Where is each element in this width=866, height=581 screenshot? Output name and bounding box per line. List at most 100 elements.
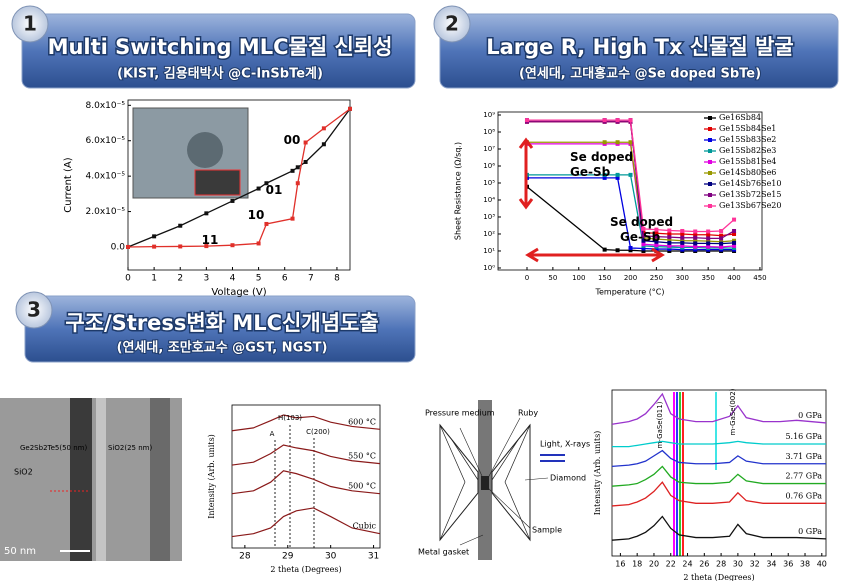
trace-label: 550 °C: [348, 452, 376, 461]
arrow: [518, 137, 534, 210]
x-tick-label: 100: [572, 274, 585, 282]
plot-frame: [231, 404, 381, 549]
point: [178, 223, 183, 228]
y-tick-label: 10³: [483, 213, 495, 221]
point: [693, 241, 698, 246]
inset-detail: [194, 169, 241, 196]
point: [719, 245, 724, 250]
trace-label: 3.71 GPa: [785, 452, 822, 461]
series-line: [526, 119, 735, 233]
series-line: [526, 186, 735, 252]
sample: [481, 476, 489, 490]
y-axis-label: Sheet Resistance (Ω/sq.): [454, 142, 463, 240]
trace-label: 0.76 GPa: [785, 491, 822, 500]
point: [667, 235, 672, 240]
annotation: m-GaSe(002): [729, 388, 737, 435]
point: [321, 142, 326, 147]
x-tick-label: 4: [230, 274, 236, 284]
legend-marker: [708, 160, 712, 164]
y-axis-label: Current (A): [63, 157, 74, 212]
x-tick-label: 28: [239, 552, 251, 562]
legend-marker: [708, 138, 712, 142]
y-tick-label: 6.0x10⁻⁵: [86, 136, 126, 146]
x-tick-label: 7: [308, 274, 314, 284]
x-tick-label: 450: [753, 274, 766, 282]
point: [654, 243, 659, 248]
tem-label: SiO2: [14, 468, 33, 477]
point: [719, 236, 724, 241]
annotation: A: [270, 430, 275, 438]
x-axis-label: 2 theta (Degrees): [683, 573, 754, 581]
point: [641, 242, 646, 247]
point: [706, 241, 711, 246]
point: [295, 165, 300, 170]
legend-label: Ge15Sb81Se4: [719, 157, 776, 166]
section-title: Large R, High Tx 신물질 발굴: [486, 35, 794, 59]
y-tick-label: 4.0x10⁻⁵: [86, 172, 126, 182]
legend-marker: [708, 171, 712, 175]
legend-label: Ge15Sb83Se2: [719, 135, 776, 144]
x-tick-label: 38: [800, 560, 810, 569]
edge-layer: [150, 398, 170, 561]
point: [667, 237, 672, 242]
y-tick-label: 10¹: [483, 247, 495, 255]
diamond-anvil: [491, 423, 531, 542]
annotation: 00: [284, 133, 301, 147]
point: [348, 106, 352, 111]
y-tick-label: 0.0: [111, 242, 126, 252]
scale-label: 50 nm: [4, 546, 36, 557]
y-tick-label: 2.0x10⁻⁵: [86, 207, 126, 217]
x-tick-label: 30: [733, 560, 743, 569]
point: [693, 235, 698, 240]
point: [654, 247, 659, 252]
x-tick-label: 8: [334, 274, 340, 284]
diagram-label: Light, X-rays: [540, 440, 590, 449]
point: [732, 243, 737, 248]
series-line: [526, 143, 735, 248]
trace-label: 500 °C: [348, 482, 376, 491]
annotation: C(200): [306, 428, 330, 436]
point: [230, 243, 235, 248]
series-line: [231, 507, 381, 538]
section-3: 3 구조/Stress변화 MLC신개념도출 (연세대, 조만호교수 @GST,…: [15, 291, 416, 363]
badge-number: 3: [27, 298, 41, 322]
inset-image: [132, 107, 249, 199]
badge: [433, 5, 471, 43]
plot-frame: [127, 99, 351, 271]
annotation: 11: [202, 233, 219, 247]
series-line: [526, 174, 735, 249]
trace-label: 600 °C: [348, 417, 376, 426]
y-tick-label: 10⁴: [483, 196, 495, 204]
point: [732, 245, 737, 250]
x-tick-label: 6: [282, 274, 288, 284]
section-2: 2 Large R, High Tx 신물질 발굴 (연세대, 고대홍교수 @S…: [433, 5, 839, 89]
y-tick-label: 10⁰: [483, 264, 495, 272]
badge: [11, 5, 49, 43]
legend-label: Ge13Sb67Se20: [719, 201, 781, 210]
y-tick-label: 10⁶: [483, 162, 495, 170]
point: [654, 237, 659, 242]
y-tick-label: 10⁵: [483, 179, 495, 187]
y-tick-label: 8.0x10⁻⁵: [86, 101, 126, 111]
legend-label: Ge15Sb84Se1: [719, 124, 776, 133]
sio2-layer: [96, 398, 106, 561]
section-title: Multi Switching MLC물질 신뢰성: [48, 35, 393, 59]
legend-marker: [708, 182, 712, 186]
series-line: [526, 141, 735, 243]
x-tick-label: 200: [624, 274, 637, 282]
x-tick-label: 300: [676, 274, 689, 282]
y-axis-label: Intensity (Arb. units): [207, 434, 216, 519]
point: [256, 186, 261, 191]
x-axis-label: Temperature (°C): [594, 288, 664, 297]
x-tick-label: 29: [282, 552, 294, 562]
point: [719, 228, 724, 233]
annotation: 01: [266, 183, 283, 197]
banner: [21, 13, 416, 89]
section-subtitle: (연세대, 고대홍교수 @Se doped SbTe): [519, 66, 761, 82]
point: [706, 232, 711, 237]
point: [204, 211, 209, 216]
beam-arrows: [540, 454, 565, 462]
x-tick-label: 150: [598, 274, 611, 282]
arrow: [525, 247, 665, 263]
tem-label: Ge2Sb2Te5(50 nm): [20, 444, 87, 452]
